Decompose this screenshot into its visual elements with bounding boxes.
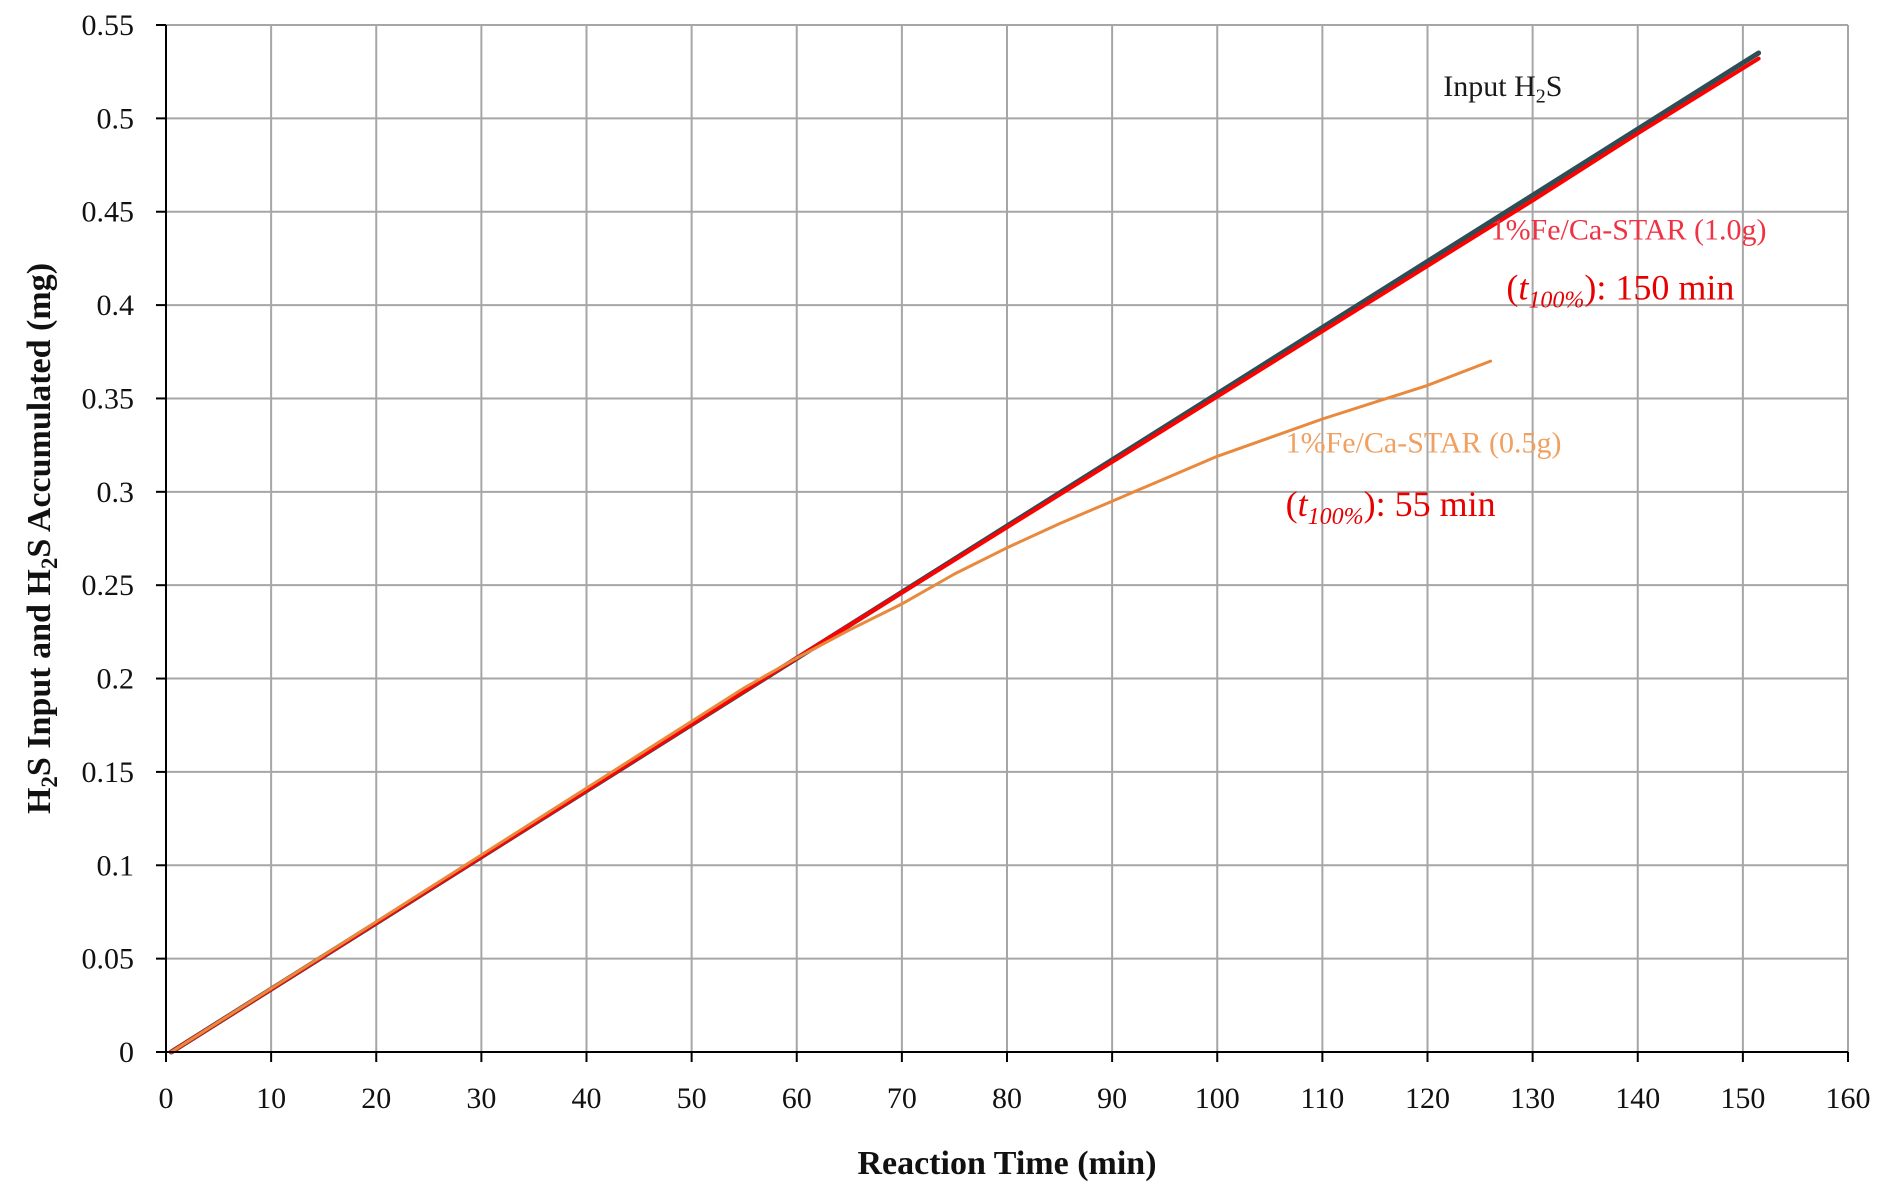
x-tick-label: 0 (159, 1082, 174, 1115)
axis-titles: Reaction Time (min) H2S Input and H2S Ac… (21, 263, 1157, 1182)
x-tick-label: 140 (1615, 1082, 1660, 1115)
x-tick-label: 50 (677, 1082, 707, 1115)
annotation-label: (t100%): 150 min (1506, 267, 1734, 313)
y-tick-label: 0.5 (97, 102, 135, 135)
y-axis-title-part: H (21, 569, 58, 595)
axes (156, 24, 1849, 1062)
y-axis-title-part: 2 (37, 558, 62, 570)
series-line-1 (169, 56, 1761, 1054)
y-tick-label: 0.05 (82, 943, 135, 976)
y-tick-label: 0.4 (97, 289, 135, 322)
series-layer (168, 50, 1762, 1055)
annotation-label: 1%Fe/Ca-STAR (0.5g) (1286, 427, 1562, 460)
y-axis-title-part: S Input and (21, 596, 58, 777)
y-tick-label: 0.1 (97, 849, 135, 882)
y-tick-label: 0.35 (82, 382, 135, 415)
y-tick-label: 0.25 (82, 569, 135, 602)
annotation-label-part: Input H (1443, 70, 1536, 103)
x-tick-label: 80 (992, 1082, 1022, 1115)
x-tick-label: 110 (1300, 1082, 1344, 1115)
annotation-label: Input H2S (1443, 70, 1562, 108)
x-tick-label: 130 (1510, 1082, 1555, 1115)
y-axis-title-part: H (21, 788, 58, 814)
annotation-label: (t100%): 55 min (1286, 484, 1496, 530)
y-tick-label: 0.45 (82, 196, 135, 229)
annotation-label-part: 100% (1528, 287, 1584, 313)
x-tick-label: 150 (1720, 1082, 1765, 1115)
x-tick-label: 20 (361, 1082, 391, 1115)
annotation-label-part: t (1518, 267, 1529, 307)
annotation-label-part: ( (1506, 267, 1518, 307)
y-axis-title: H2S Input and H2S Accumulated (mg) (21, 263, 62, 814)
x-tick-label: 70 (887, 1082, 917, 1115)
annotation-label-part: t (1298, 484, 1309, 524)
annotation-label-part: 1%Fe/Ca-STAR (1.0g) (1491, 214, 1767, 247)
y-tick-label: 0.3 (97, 476, 135, 509)
y-tick-label: 0.2 (97, 663, 135, 696)
x-tick-label: 40 (572, 1082, 602, 1115)
annotation-label-part: ): 55 min (1364, 484, 1496, 524)
y-tick-label: 0 (119, 1036, 134, 1069)
x-tick-label: 30 (466, 1082, 496, 1115)
x-tick-label: 120 (1405, 1082, 1450, 1115)
x-tick-label: 90 (1097, 1082, 1127, 1115)
annotation-label-part: 100% (1308, 504, 1364, 530)
annotation-label: 1%Fe/Ca-STAR (1.0g) (1491, 214, 1767, 247)
annotation-label-part: ): 150 min (1584, 267, 1734, 307)
y-axis-title-part: 2 (37, 776, 62, 788)
x-axis-title: Reaction Time (min) (857, 1145, 1156, 1182)
series-line-2 (169, 359, 1493, 1054)
y-axis-tick-labels: 0 0.05 0.1 0.15 0.2 0.25 0.3 0.35 0.4 0.45 0.5 0.55 (82, 9, 135, 1069)
annotation-label-part: ( (1286, 484, 1298, 524)
y-tick-label: 0.55 (82, 9, 135, 42)
y-axis-title-part: S Accumulated (mg) (21, 263, 58, 558)
annotation-label-part: 2 (1536, 86, 1546, 108)
annotation-label-part: S (1546, 70, 1563, 103)
annotation-label-part: 1%Fe/Ca-STAR (0.5g) (1286, 427, 1562, 460)
x-tick-label: 100 (1195, 1082, 1240, 1115)
y-tick-label: 0.15 (82, 756, 135, 789)
x-axis-tick-labels: 0 10 20 30 40 50 60 70 80 90 100 110 120 130 140 150 160 (159, 1082, 1871, 1115)
x-tick-label: 10 (256, 1082, 286, 1115)
x-tick-label: 60 (782, 1082, 812, 1115)
x-tick-label: 160 (1826, 1082, 1871, 1115)
